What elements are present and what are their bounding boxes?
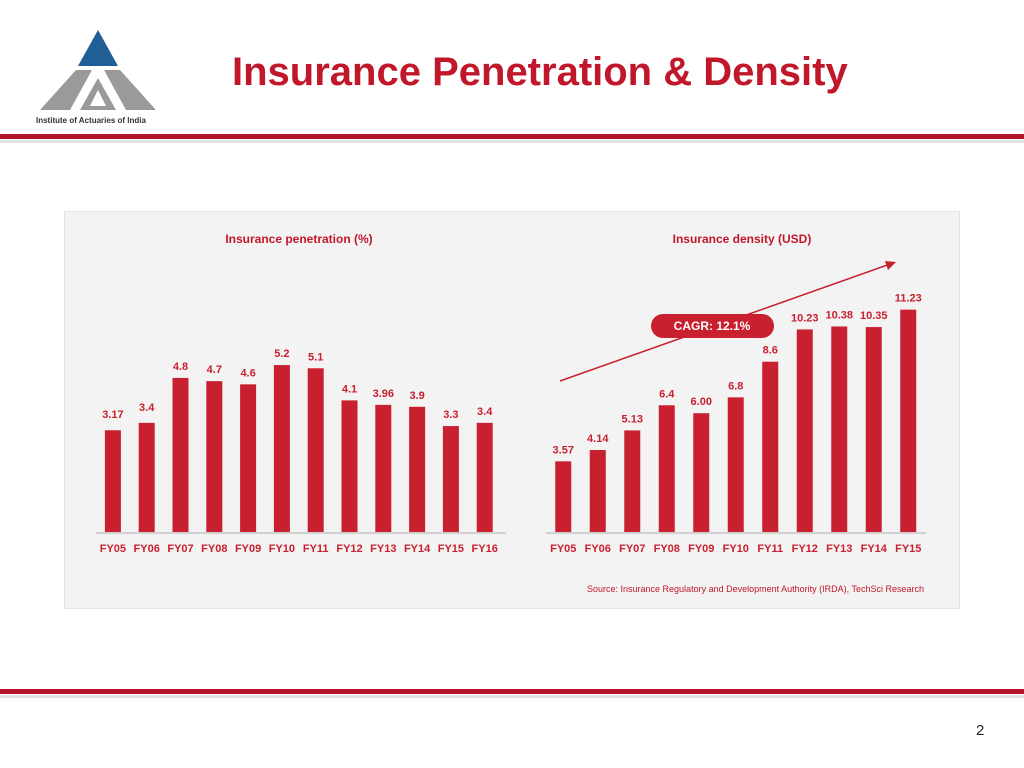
chart-0-category-label: FY11 — [303, 543, 329, 555]
chart-0-bar-fy10 — [273, 365, 290, 532]
cagr-badge — [651, 314, 774, 338]
chart-0-bar-fy05 — [104, 430, 121, 532]
chart-1-category-label: FY11 — [757, 543, 783, 555]
chart-1-bar-fy08 — [658, 405, 675, 532]
chart-0-category-label: FY15 — [438, 543, 464, 555]
chart-1-bar-fy10 — [727, 397, 744, 532]
chart-0-category-label: FY07 — [167, 543, 193, 555]
chart-1-category-label: FY09 — [688, 543, 714, 555]
chart-1-bar-fy09 — [693, 413, 710, 532]
chart-1-value-label: 8.6 — [763, 345, 778, 357]
chart-0-value-label: 3.17 — [102, 409, 123, 421]
chart-0-category-label: FY10 — [269, 543, 295, 555]
chart-0-value-label: 3.3 — [443, 409, 458, 421]
chart-0-category-label: FY08 — [201, 543, 227, 555]
chart-0-category-label: FY05 — [100, 543, 126, 555]
chart-0-bar-fy16 — [476, 422, 493, 532]
chart-0-bar-fy12 — [341, 400, 358, 532]
chart-0-value-label: 4.8 — [173, 361, 188, 373]
chart-1-value-label: 6.4 — [659, 388, 675, 400]
chart-1-category-label: FY13 — [826, 543, 852, 555]
logo-right-shape — [104, 70, 156, 110]
chart-0-category-label: FY09 — [235, 543, 261, 555]
logo-inner-notch — [90, 90, 106, 106]
chart-0-bar-fy15 — [442, 426, 459, 532]
source-note: Source: Insurance Regulatory and Develop… — [587, 584, 924, 594]
chart-0-title: Insurance penetration (%) — [225, 232, 372, 246]
chart-0-value-label: 5.1 — [308, 351, 323, 363]
chart-0-x-axis — [96, 532, 506, 534]
chart-1-category-label: FY06 — [585, 543, 611, 555]
chart-1-value-label: 10.23 — [791, 312, 819, 324]
chart-1-bar-fy12 — [796, 329, 813, 532]
chart-1-title: Insurance density (USD) — [673, 232, 812, 246]
chart-0-bar-fy11 — [307, 368, 324, 532]
chart-0-value-label: 3.96 — [373, 388, 394, 400]
top-divider — [0, 134, 1024, 139]
logo-top-triangle — [78, 30, 118, 66]
chart-0-bar-fy06 — [138, 422, 155, 532]
chart-1-category-label: FY08 — [654, 543, 680, 555]
chart-1-category-label: FY07 — [619, 543, 645, 555]
chart-0-category-label: FY16 — [472, 543, 498, 555]
chart-0-bar-fy14 — [409, 406, 426, 532]
chart-1-category-label: FY05 — [550, 543, 576, 555]
chart-0-value-label: 3.9 — [409, 390, 424, 402]
chart-0-value-label: 4.1 — [342, 383, 357, 395]
chart-1-category-label: FY12 — [792, 543, 818, 555]
chart-1-bar-fy11 — [762, 361, 779, 532]
chart-1-bar-fy06 — [589, 450, 606, 532]
chart-0-category-label: FY14 — [404, 543, 431, 555]
chart-0-category-label: FY13 — [370, 543, 396, 555]
chart-1-bar-fy15 — [900, 309, 917, 532]
chart-1-category-label: FY15 — [895, 543, 921, 555]
chart-1-bar-fy13 — [831, 326, 848, 532]
chart-1-value-label: 10.35 — [860, 310, 888, 322]
institute-logo — [40, 30, 156, 110]
chart-0-bar-fy13 — [375, 404, 392, 532]
chart-0-value-label: 3.4 — [139, 402, 155, 414]
page-number: 2 — [976, 722, 985, 739]
chart-0-category-label: FY12 — [336, 543, 362, 555]
chart-0-value-label: 5.2 — [274, 348, 289, 360]
chart-1-value-label: 6.00 — [691, 396, 712, 408]
chart-1-value-label: 4.14 — [587, 433, 609, 445]
chart-1-value-label: 10.38 — [825, 309, 853, 321]
top-divider-shadow — [0, 140, 1024, 143]
chart-1-value-label: 5.13 — [622, 413, 643, 425]
chart-1-category-label: FY14 — [861, 543, 888, 555]
chart-1-bar-fy07 — [624, 430, 641, 532]
cagr-arrowhead-icon — [885, 261, 896, 270]
chart-1-value-label: 3.57 — [553, 444, 574, 456]
chart-1-bar-fy05 — [555, 461, 572, 532]
chart-0-value-label: 3.4 — [477, 406, 493, 418]
chart-1-x-axis — [546, 532, 926, 534]
logo-caption: Institute of Actuaries of India — [36, 116, 146, 125]
chart-1-value-label: 6.8 — [728, 380, 743, 392]
cagr-badge-label: CAGR: 12.1% — [674, 319, 751, 333]
bottom-divider-shadow — [0, 695, 1024, 698]
logo-left-shape — [40, 70, 92, 110]
chart-0-category-label: FY06 — [134, 543, 160, 555]
bottom-divider — [0, 689, 1024, 694]
chart-0-bar-fy07 — [172, 377, 189, 532]
chart-0-value-label: 4.6 — [240, 367, 255, 379]
chart-0-bar-fy09 — [240, 384, 257, 532]
chart-0-bar-fy08 — [206, 381, 223, 532]
chart-1-value-label: 11.23 — [895, 293, 922, 305]
chart-1-bar-fy14 — [865, 327, 882, 532]
slide-title: Insurance Penetration & Density — [232, 50, 848, 94]
chart-0-value-label: 4.7 — [207, 364, 222, 376]
chart-1-category-label: FY10 — [723, 543, 749, 555]
